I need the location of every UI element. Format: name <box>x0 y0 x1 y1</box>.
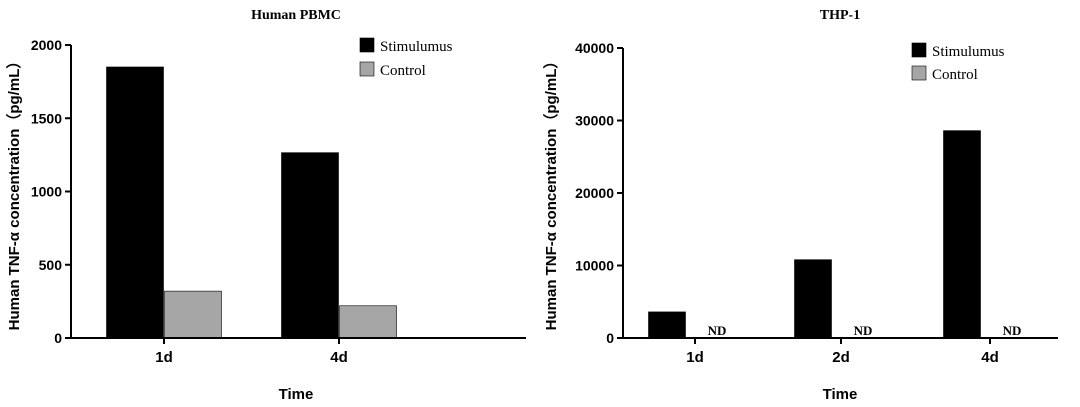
x-tick-label-1d: 1d <box>686 349 704 366</box>
bar-stimulumus-4d <box>281 152 339 339</box>
y-tick-label: 500 <box>39 257 63 273</box>
chart-thp-1: THP-1 Human TNF-α concentration（pg/mL） T… <box>542 8 1058 403</box>
bars <box>106 66 397 339</box>
y-tick-label: 20000 <box>575 185 614 201</box>
legend: Stimulumus Control <box>911 42 1005 83</box>
x-axis-label: Time <box>279 386 314 403</box>
y-tick-label: 40000 <box>575 40 614 56</box>
legend-swatch-control <box>911 65 927 81</box>
y-ticks: 0 500 1000 1500 2000 <box>31 37 71 346</box>
bar-label-control-4d: ND <box>1003 323 1022 338</box>
x-tick-label-2d: 2d <box>832 349 850 366</box>
bar-value-labels: ND ND ND <box>708 323 1022 338</box>
chart-title: THP-1 <box>820 8 860 23</box>
y-tick-label: 0 <box>54 330 62 346</box>
y-axis-label: Human TNF-α concentration（pg/mL） <box>5 54 23 331</box>
legend-swatch-control <box>359 61 375 77</box>
legend-swatch-stimulumus <box>359 37 375 53</box>
bar-control-1d <box>164 290 222 339</box>
x-ticks: 1d 2d 4d <box>686 338 999 366</box>
x-tick-label-4d: 4d <box>981 349 999 366</box>
chart-human-pbmc: Human PBMC Human TNF-α concentration（pg/… <box>5 8 526 403</box>
x-ticks: 1d 4d <box>155 338 348 366</box>
bars <box>648 130 981 339</box>
bar-stimulumus-2d <box>794 259 832 339</box>
x-axis-label: Time <box>823 386 858 403</box>
x-tick-label-4d: 4d <box>330 349 348 366</box>
y-tick-label: 1000 <box>31 184 62 200</box>
bar-stimulumus-1d <box>648 311 686 339</box>
bar-stimulumus-1d <box>106 66 164 339</box>
bar-stimulumus-4d <box>943 130 981 339</box>
y-ticks: 0 10000 20000 30000 40000 <box>575 40 623 346</box>
legend-swatch-stimulumus <box>911 42 927 58</box>
y-tick-label: 30000 <box>575 113 614 129</box>
bar-label-control-2d: ND <box>854 323 873 338</box>
legend-label-control: Control <box>932 67 978 83</box>
bar-label-control-1d: ND <box>708 323 727 338</box>
legend-label-control: Control <box>380 63 426 79</box>
y-tick-label: 10000 <box>575 258 614 274</box>
legend-label-stimulumus: Stimulumus <box>932 44 1005 60</box>
y-tick-label: 0 <box>606 330 614 346</box>
legend: Stimulumus Control <box>359 37 453 79</box>
y-axis-label: Human TNF-α concentration（pg/mL） <box>542 54 560 331</box>
x-tick-label-1d: 1d <box>155 349 173 366</box>
y-tick-label: 2000 <box>31 37 62 53</box>
legend-label-stimulumus: Stimulumus <box>380 39 453 55</box>
bar-control-4d <box>339 305 397 339</box>
y-tick-label: 1500 <box>31 110 62 126</box>
chart-title: Human PBMC <box>251 8 341 23</box>
